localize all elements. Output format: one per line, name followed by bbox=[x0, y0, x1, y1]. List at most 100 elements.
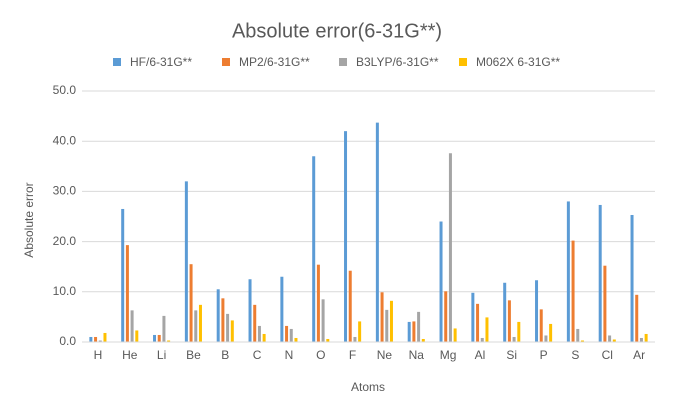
bar bbox=[230, 320, 234, 342]
y-tick-label: 10.0 bbox=[53, 284, 77, 298]
bar bbox=[566, 201, 570, 342]
bar bbox=[135, 330, 139, 342]
x-tick-label: Mg bbox=[440, 348, 457, 362]
bar bbox=[344, 131, 348, 342]
x-tick-label: Al bbox=[475, 348, 486, 362]
bar bbox=[157, 334, 161, 342]
bar bbox=[167, 340, 171, 342]
bar bbox=[644, 333, 648, 342]
bar bbox=[608, 335, 612, 342]
x-tick-label: O bbox=[316, 348, 325, 362]
bar bbox=[321, 299, 325, 342]
bar bbox=[503, 282, 507, 342]
bar bbox=[294, 337, 298, 342]
bar bbox=[94, 336, 98, 342]
y-tick-label: 20.0 bbox=[53, 234, 77, 248]
bar bbox=[312, 156, 316, 342]
bar bbox=[153, 334, 157, 342]
bar bbox=[221, 298, 225, 342]
x-tick-label: Be bbox=[186, 348, 201, 362]
bar bbox=[380, 292, 384, 342]
bar bbox=[512, 336, 516, 342]
bar bbox=[485, 317, 489, 342]
bar bbox=[576, 328, 580, 342]
bar bbox=[635, 294, 639, 342]
bar bbox=[544, 335, 548, 342]
x-tick-label: S bbox=[571, 348, 579, 362]
bar bbox=[253, 304, 257, 342]
x-tick-label: Ar bbox=[633, 348, 645, 362]
bar bbox=[121, 208, 125, 342]
chart-title: Absolute error(6-31G**) bbox=[232, 20, 442, 42]
bar bbox=[385, 309, 389, 342]
y-tick-label: 50.0 bbox=[53, 83, 77, 97]
bar bbox=[412, 321, 416, 342]
bar bbox=[358, 321, 362, 342]
bar bbox=[517, 321, 521, 342]
x-tick-label: Cl bbox=[602, 348, 613, 362]
legend-swatch bbox=[113, 58, 121, 66]
bar bbox=[280, 276, 284, 342]
legend-label: B3LYP/6-31G** bbox=[356, 55, 439, 69]
x-tick-label: B bbox=[221, 348, 229, 362]
bar bbox=[216, 289, 220, 342]
y-tick-label: 0.0 bbox=[59, 334, 76, 348]
x-axis-title: Atoms bbox=[351, 380, 385, 394]
x-tick-label: Ne bbox=[377, 348, 393, 362]
bar bbox=[476, 303, 480, 342]
legend-label: M062X 6-31G** bbox=[476, 55, 560, 69]
bar bbox=[194, 310, 198, 342]
bar bbox=[439, 221, 443, 342]
bar bbox=[480, 337, 484, 342]
x-tick-label: N bbox=[285, 348, 294, 362]
x-tick-label: C bbox=[253, 348, 262, 362]
bar bbox=[326, 338, 330, 342]
bar bbox=[189, 264, 193, 342]
bar bbox=[571, 240, 575, 342]
legend-label: HF/6-31G** bbox=[130, 55, 192, 69]
bar bbox=[353, 336, 357, 342]
y-tick-label: 40.0 bbox=[53, 133, 77, 147]
bar bbox=[257, 325, 261, 342]
bar bbox=[639, 337, 643, 342]
bar bbox=[348, 270, 352, 342]
y-tick-label: 30.0 bbox=[53, 184, 77, 198]
legend-swatch bbox=[459, 58, 467, 66]
x-tick-label: Li bbox=[157, 348, 166, 362]
bar bbox=[444, 291, 448, 342]
bar bbox=[417, 311, 421, 342]
x-tick-label: H bbox=[94, 348, 103, 362]
bar bbox=[535, 280, 539, 342]
bar bbox=[539, 309, 543, 342]
legend-swatch bbox=[339, 58, 347, 66]
bar bbox=[375, 122, 379, 342]
bar bbox=[162, 315, 166, 342]
bar bbox=[89, 336, 93, 342]
bar bbox=[184, 181, 188, 342]
x-tick-label: P bbox=[540, 348, 548, 362]
bar bbox=[125, 245, 129, 342]
bar bbox=[612, 339, 616, 342]
x-tick-label: Si bbox=[506, 348, 517, 362]
bar bbox=[471, 292, 475, 342]
bar bbox=[103, 332, 107, 342]
bar bbox=[407, 321, 411, 342]
bar bbox=[316, 264, 320, 342]
bar bbox=[262, 333, 266, 342]
x-tick-label: He bbox=[122, 348, 138, 362]
bar bbox=[130, 310, 134, 342]
bar bbox=[248, 279, 252, 342]
bar bbox=[389, 300, 393, 342]
bar bbox=[630, 214, 634, 342]
bar bbox=[507, 300, 511, 342]
bar bbox=[598, 204, 602, 342]
bar bbox=[549, 323, 553, 342]
bar bbox=[285, 325, 289, 342]
legend-label: MP2/6-31G** bbox=[239, 55, 310, 69]
bar bbox=[453, 328, 457, 342]
bar bbox=[226, 313, 230, 342]
bar bbox=[198, 304, 202, 342]
bar bbox=[421, 338, 425, 342]
